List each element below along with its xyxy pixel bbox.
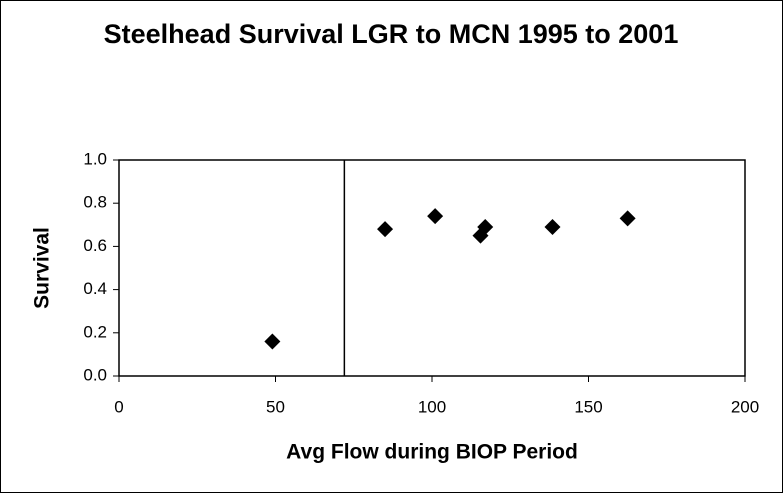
- point: [377, 221, 394, 238]
- point: [619, 210, 636, 227]
- y-tick-label: 0.8: [83, 193, 107, 212]
- x-tick-label: 0: [114, 397, 123, 416]
- y-tick-label: 0.0: [83, 365, 107, 384]
- point: [544, 218, 561, 235]
- x-axis-label: Avg Flow during BIOP Period: [286, 441, 578, 464]
- y-tick-label: 0.6: [83, 236, 107, 255]
- x-tick-label: 200: [731, 397, 759, 416]
- point: [264, 333, 281, 350]
- chart-title: Steelhead Survival LGR to MCN 1995 to 20…: [103, 19, 679, 49]
- point: [477, 218, 494, 235]
- point: [427, 208, 444, 225]
- y-tick-label: 0.4: [83, 279, 107, 298]
- x-tick-label: 100: [418, 397, 446, 416]
- x-tick-label: 50: [266, 397, 285, 416]
- y-tick-label: 0.2: [83, 322, 107, 341]
- x-tick-label: 150: [574, 397, 602, 416]
- y-axis-label: Survival: [31, 227, 54, 309]
- plot-area: [118, 159, 746, 377]
- y-tick-label: 1.0: [83, 149, 107, 168]
